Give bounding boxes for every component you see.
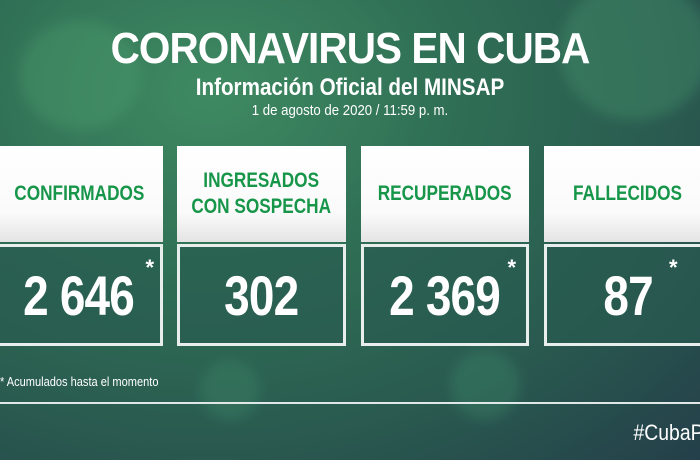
stat-label-line: INGRESADOS <box>203 169 320 192</box>
stat-label: INGRESADOS CON SOSPECHA <box>192 168 332 220</box>
stat-value: 302 <box>224 263 299 327</box>
asterisk-icon: * <box>145 255 154 280</box>
virus-decoration <box>560 0 700 120</box>
stat-label-line: CON SOSPECHA <box>191 195 332 218</box>
hashtag: #CubaP <box>634 420 700 445</box>
stat-label: CONFIRMADOS <box>13 182 145 205</box>
stat-card-confirmados: CONFIRMADOS 2 646 * <box>0 146 163 346</box>
stat-label: RECUPERADOS <box>378 182 512 205</box>
stat-label: FALLECIDOS <box>573 182 683 205</box>
divider <box>0 402 700 404</box>
stat-value: 2 369 <box>389 263 502 327</box>
footnote: * Acumulados hasta el momento <box>0 374 159 389</box>
stat-card-ingresados: INGRESADOS CON SOSPECHA 302 <box>177 146 346 346</box>
asterisk-icon: * <box>669 255 678 280</box>
virus-decoration <box>20 20 140 130</box>
virus-decoration <box>450 350 520 420</box>
page-title: CORONAVIRUS EN CUBA <box>110 24 591 73</box>
asterisk-icon: * <box>507 255 516 280</box>
report-date: 1 de agosto de 2020 / 11:59 p. m. <box>251 102 449 119</box>
stat-card-fallecidos: FALLECIDOS 87 * <box>544 146 700 346</box>
stat-value: 2 646 <box>23 263 136 327</box>
stat-card-recuperados: RECUPERADOS 2 369 * <box>361 146 529 346</box>
page-subtitle: Información Oficial del MINSAP <box>195 74 505 101</box>
stat-value: 87 <box>603 263 653 327</box>
virus-decoration <box>200 360 260 420</box>
